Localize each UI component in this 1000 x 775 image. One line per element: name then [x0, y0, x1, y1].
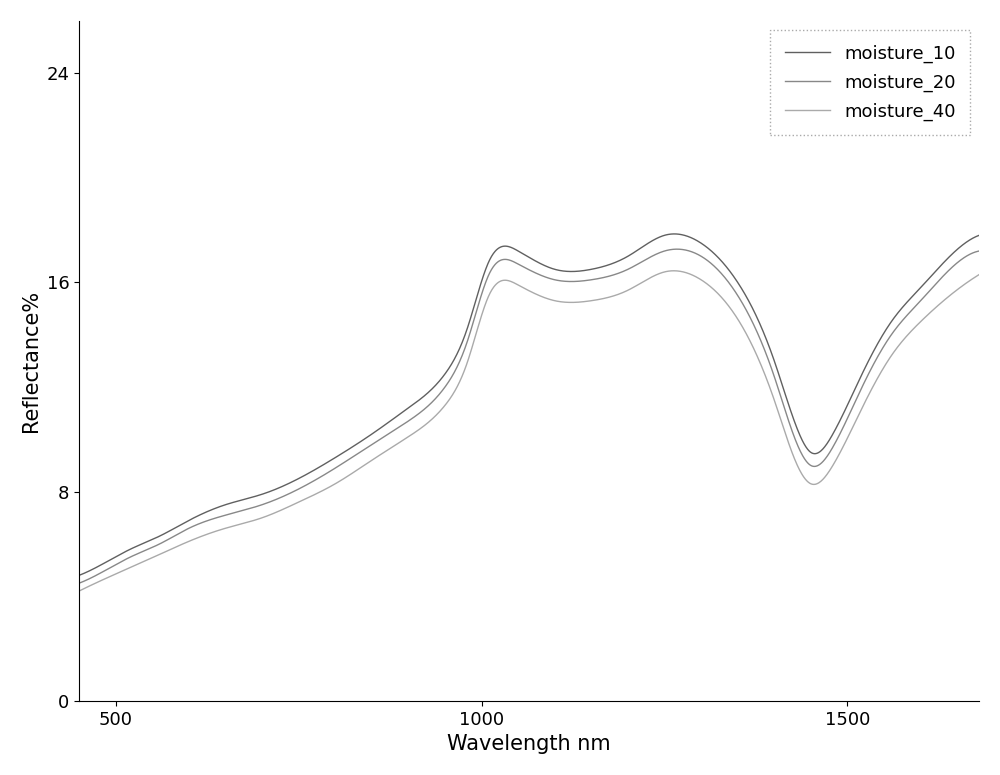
- moisture_10: [948, 248, 960, 257]
- moisture_10: [511, 246, 523, 255]
- moisture_20: [119, 555, 131, 564]
- moisture_10: [973, 231, 985, 240]
- moisture_10: [668, 229, 680, 239]
- moisture_10: [947, 249, 959, 258]
- X-axis label: Wavelength nm: Wavelength nm: [447, 734, 611, 754]
- moisture_40: [948, 288, 960, 298]
- moisture_10: [782, 399, 794, 408]
- moisture_20: [973, 246, 985, 256]
- moisture_40: [947, 288, 959, 298]
- Legend: moisture_10, moisture_20, moisture_40: moisture_10, moisture_20, moisture_40: [770, 30, 970, 135]
- moisture_40: [668, 266, 680, 275]
- moisture_20: [948, 261, 960, 270]
- moisture_10: [487, 250, 499, 259]
- moisture_40: [487, 284, 499, 293]
- Y-axis label: Reflectance%: Reflectance%: [21, 290, 41, 432]
- moisture_20: [782, 415, 794, 425]
- moisture_40: [511, 280, 523, 289]
- moisture_40: [119, 565, 131, 574]
- moisture_20: [947, 262, 959, 271]
- moisture_10: [119, 547, 131, 556]
- moisture_20: [511, 259, 523, 268]
- moisture_40: [782, 437, 794, 446]
- moisture_20: [487, 263, 499, 272]
- Line: moisture_40: moisture_40: [79, 270, 979, 591]
- moisture_40: [973, 270, 985, 279]
- moisture_20: [671, 244, 683, 253]
- Line: moisture_20: moisture_20: [79, 249, 979, 583]
- Line: moisture_10: moisture_10: [79, 234, 979, 575]
- moisture_40: [73, 587, 85, 596]
- moisture_20: [73, 578, 85, 587]
- moisture_10: [73, 570, 85, 580]
